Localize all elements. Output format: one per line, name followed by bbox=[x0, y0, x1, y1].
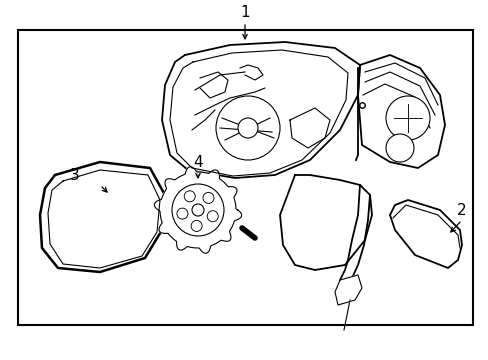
Polygon shape bbox=[162, 42, 359, 178]
Circle shape bbox=[172, 184, 224, 236]
Polygon shape bbox=[357, 55, 444, 168]
Text: 1: 1 bbox=[240, 5, 249, 19]
Circle shape bbox=[184, 191, 195, 202]
Polygon shape bbox=[389, 200, 461, 268]
Polygon shape bbox=[280, 175, 371, 270]
Circle shape bbox=[177, 208, 187, 219]
Circle shape bbox=[191, 220, 202, 231]
Polygon shape bbox=[40, 162, 164, 272]
Circle shape bbox=[192, 204, 203, 216]
Text: 3: 3 bbox=[70, 167, 80, 183]
Polygon shape bbox=[334, 275, 361, 305]
Circle shape bbox=[238, 118, 258, 138]
Bar bbox=[18, 30, 472, 325]
Polygon shape bbox=[154, 167, 241, 253]
Circle shape bbox=[203, 192, 214, 203]
Circle shape bbox=[385, 96, 429, 140]
Text: 2: 2 bbox=[456, 202, 466, 217]
Text: 4: 4 bbox=[193, 154, 203, 170]
Circle shape bbox=[216, 96, 280, 160]
Circle shape bbox=[385, 134, 413, 162]
Circle shape bbox=[207, 211, 218, 222]
